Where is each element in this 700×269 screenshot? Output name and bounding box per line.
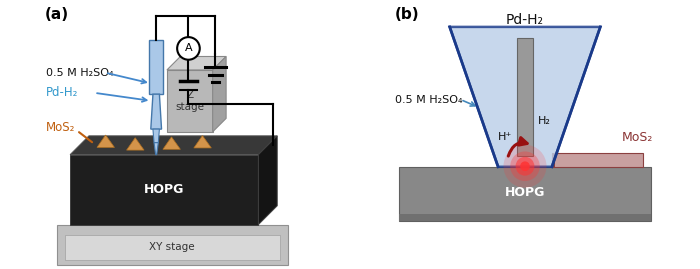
Circle shape — [503, 145, 547, 188]
Text: HOPG: HOPG — [144, 183, 184, 196]
FancyBboxPatch shape — [70, 155, 258, 225]
Text: Pd-H₂: Pd-H₂ — [506, 13, 544, 27]
FancyBboxPatch shape — [398, 214, 652, 221]
Text: H₂: H₂ — [538, 116, 550, 126]
Polygon shape — [149, 40, 163, 94]
FancyBboxPatch shape — [552, 153, 555, 167]
Polygon shape — [70, 136, 277, 155]
Polygon shape — [449, 27, 601, 167]
Polygon shape — [194, 136, 211, 148]
FancyBboxPatch shape — [167, 70, 213, 132]
Text: (a): (a) — [45, 7, 69, 22]
Polygon shape — [213, 56, 226, 132]
Circle shape — [516, 157, 534, 176]
FancyBboxPatch shape — [398, 167, 652, 221]
Text: 0.5 M H₂SO₄: 0.5 M H₂SO₄ — [46, 68, 113, 78]
Polygon shape — [163, 137, 181, 149]
Circle shape — [520, 161, 530, 171]
FancyBboxPatch shape — [57, 225, 288, 265]
Polygon shape — [167, 56, 226, 70]
Polygon shape — [258, 136, 277, 225]
Circle shape — [177, 37, 199, 60]
Circle shape — [510, 151, 540, 181]
Text: MoS₂: MoS₂ — [622, 131, 653, 144]
Polygon shape — [150, 94, 162, 129]
Text: A: A — [185, 43, 193, 54]
Polygon shape — [127, 138, 144, 150]
FancyBboxPatch shape — [517, 38, 533, 156]
Text: (b): (b) — [395, 7, 419, 22]
Polygon shape — [153, 129, 160, 143]
Polygon shape — [154, 143, 158, 155]
Text: MoS₂: MoS₂ — [46, 121, 76, 134]
Text: Z
stage: Z stage — [175, 90, 204, 112]
FancyBboxPatch shape — [552, 153, 643, 167]
Text: Pd-H₂: Pd-H₂ — [46, 86, 78, 99]
FancyBboxPatch shape — [64, 235, 280, 260]
Polygon shape — [97, 135, 115, 147]
Text: HOPG: HOPG — [505, 186, 545, 199]
Text: XY stage: XY stage — [150, 242, 195, 252]
Text: H⁺: H⁺ — [498, 132, 512, 142]
Text: 0.5 M H₂SO₄: 0.5 M H₂SO₄ — [395, 94, 462, 105]
